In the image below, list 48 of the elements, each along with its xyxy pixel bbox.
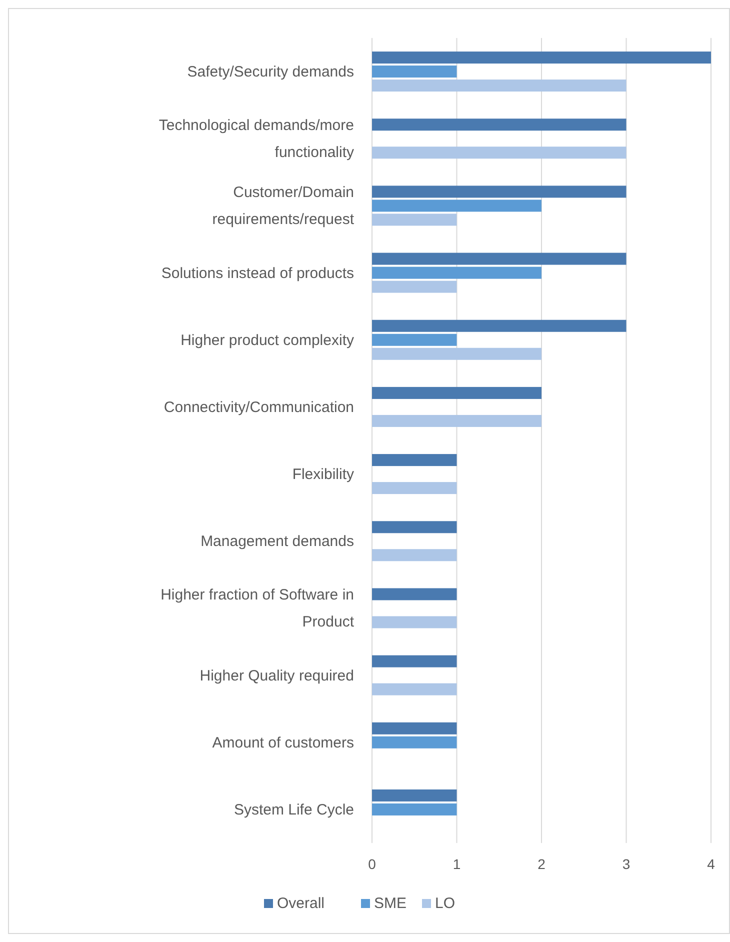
x-tick-label: 4	[707, 856, 716, 872]
bar	[372, 214, 457, 226]
y-tick-label: Technological demands/more functionality	[158, 117, 354, 162]
x-tick-label: 1	[452, 856, 461, 872]
bar	[372, 118, 626, 131]
bar	[372, 683, 457, 696]
bar	[372, 386, 542, 399]
x-tick-label: 0	[368, 856, 376, 872]
bar	[372, 803, 457, 816]
bar	[372, 736, 457, 748]
bar	[372, 66, 457, 78]
bar	[372, 616, 457, 628]
legend-label: SME	[374, 895, 407, 912]
bar	[372, 320, 626, 332]
y-tick-label: Customer/Domain requirements/request	[212, 184, 355, 228]
legend-label: LO	[435, 895, 456, 912]
y-tick-label: Management demands	[200, 533, 354, 550]
x-tick-label: 2	[538, 856, 546, 872]
bar	[372, 454, 457, 466]
bar	[372, 348, 542, 360]
bar	[372, 482, 457, 494]
bar	[372, 789, 457, 802]
bar	[372, 80, 626, 92]
bar	[372, 334, 457, 346]
bar	[372, 52, 711, 64]
bar	[372, 280, 457, 293]
legend-label: Overall	[277, 895, 325, 912]
y-tick-label: Higher Quality required	[200, 667, 354, 684]
y-tick-label: System Life Cycle	[234, 801, 354, 818]
bar	[372, 521, 457, 534]
bar	[372, 186, 626, 198]
y-tick-label: Connectivity/Communication	[164, 398, 354, 416]
bar	[372, 549, 457, 562]
bar	[372, 200, 542, 212]
bar	[372, 655, 457, 668]
bar	[372, 588, 457, 600]
y-tick-label: Solutions instead of products	[161, 264, 354, 282]
y-tick-label: Higher product complexity	[180, 332, 354, 349]
y-tick-label: Higher fraction of Software in Product	[160, 586, 355, 631]
bar	[372, 722, 457, 734]
bar	[372, 266, 542, 279]
y-tick-label: Safety/Security demands	[187, 64, 354, 81]
x-tick-label: 3	[622, 856, 630, 872]
bar	[372, 146, 626, 159]
bar	[372, 414, 542, 427]
bar	[372, 252, 626, 265]
y-tick-label: Amount of customers	[212, 734, 354, 752]
y-tick-label: Flexibility	[292, 466, 354, 484]
